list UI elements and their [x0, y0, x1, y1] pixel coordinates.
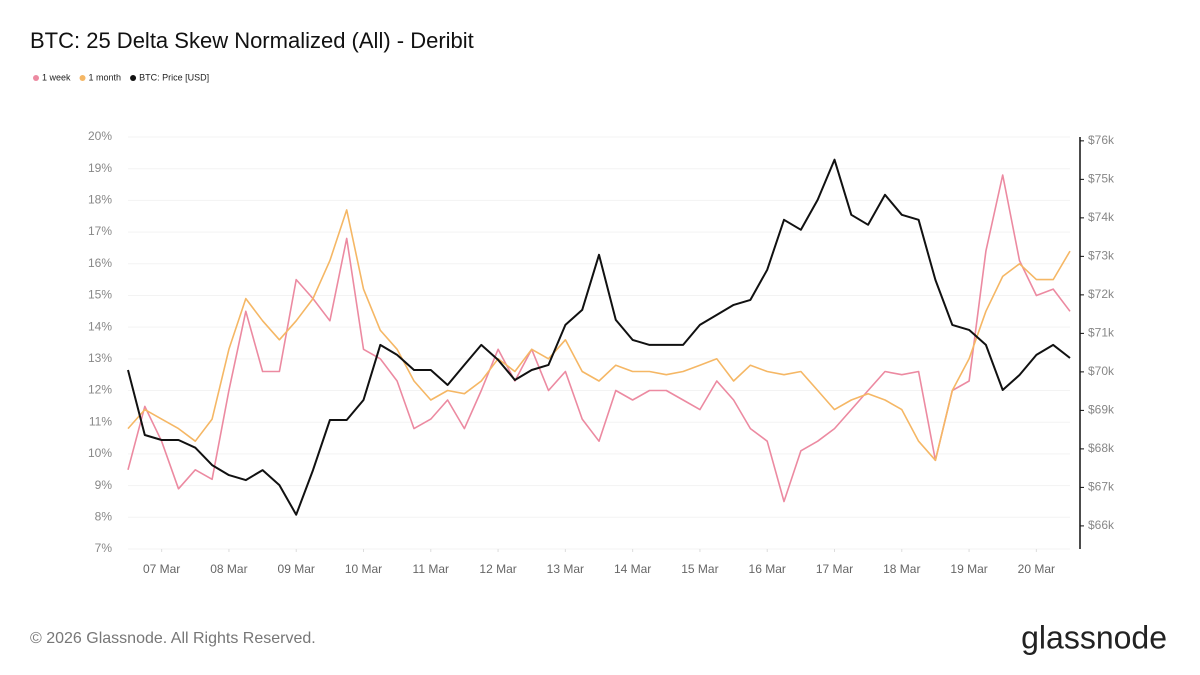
y-tick-label: 15%	[88, 288, 112, 302]
y2-tick-label: $66k	[1088, 518, 1115, 532]
x-tick-label: 07 Mar	[143, 562, 180, 576]
x-tick-label: 10 Mar	[345, 562, 382, 576]
x-tick-label: 17 Mar	[816, 562, 853, 576]
y-tick-label: 9%	[95, 478, 113, 492]
y2-tick-label: $69k	[1088, 403, 1115, 417]
x-tick-label: 16 Mar	[749, 562, 786, 576]
y-tick-label: 14%	[88, 319, 112, 333]
y-tick-label: 19%	[88, 161, 112, 175]
y2-tick-label: $68k	[1088, 441, 1115, 455]
footer: © 2026 Glassnode. All Rights Reserved.	[30, 630, 316, 647]
x-tick-label: 18 Mar	[883, 562, 920, 576]
series-line	[127, 174, 1071, 503]
y2-tick-label: $70k	[1088, 364, 1115, 378]
legend-swatch	[130, 75, 137, 81]
y-tick-label: 13%	[88, 351, 112, 365]
x-tick-label: 14 Mar	[614, 562, 651, 576]
x-tick-label: 13 Mar	[547, 562, 584, 576]
y-tick-label: 12%	[88, 383, 112, 397]
y2-tick-label: $67k	[1088, 480, 1115, 494]
series-line	[127, 209, 1071, 462]
x-tick-label: 15 Mar	[681, 562, 718, 576]
legend-label: 1 week	[42, 72, 71, 82]
y-tick-label: 11%	[89, 414, 112, 428]
legend-label: 1 month	[89, 72, 122, 82]
y2-tick-label: $72k	[1088, 287, 1115, 301]
x-tick-label: 11 Mar	[413, 562, 449, 576]
y-tick-label: 8%	[95, 509, 113, 523]
legend-swatch	[33, 75, 39, 81]
x-tick-label: 12 Mar	[479, 562, 516, 576]
y2-tick-label: $74k	[1088, 210, 1115, 224]
y2-tick-label: $73k	[1088, 249, 1115, 263]
y-tick-label: 10%	[88, 446, 112, 460]
y-tick-label: 7%	[95, 541, 113, 555]
y2-tick-label: $71k	[1088, 326, 1115, 340]
y-tick-label: 16%	[88, 256, 112, 270]
legend-label: BTC: Price [USD]	[139, 72, 209, 82]
y-tick-label: 17%	[88, 224, 112, 238]
legend-swatch	[79, 75, 86, 81]
x-tick-label: 20 Mar	[1018, 562, 1055, 576]
y-tick-label: 18%	[88, 193, 112, 207]
x-tick-label: 09 Mar	[278, 562, 315, 576]
series-line	[127, 158, 1071, 516]
y2-tick-label: $75k	[1088, 172, 1115, 186]
x-tick-label: 08 Mar	[210, 562, 247, 576]
chart-title: BTC: 25 Delta Skew Normalized (All) - De…	[30, 28, 474, 53]
x-tick-label: 19 Mar	[950, 562, 987, 576]
y2-tick-label: $76k	[1088, 133, 1115, 147]
logo: glassnode	[1021, 619, 1167, 655]
y-tick-label: 20%	[88, 129, 112, 143]
